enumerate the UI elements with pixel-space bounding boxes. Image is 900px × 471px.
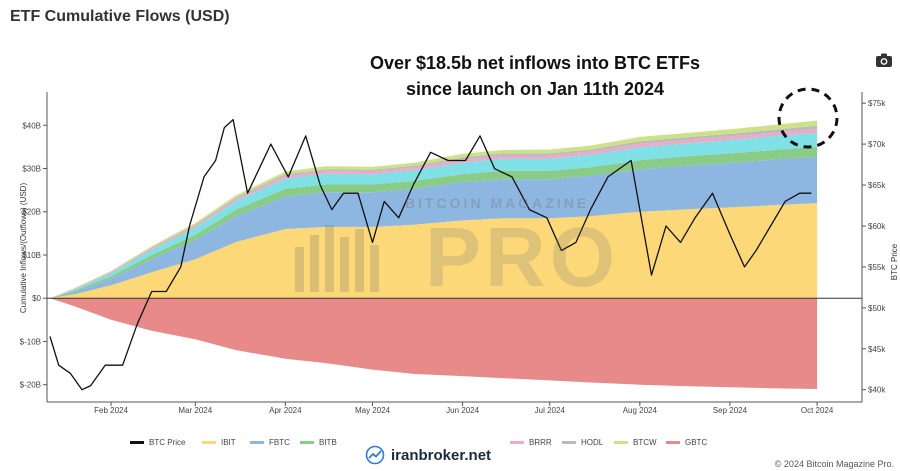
legend-item-btcw[interactable]: BTCW bbox=[614, 438, 657, 447]
right-tick-label: $65k bbox=[868, 181, 886, 190]
headline-line-1: Over $18.5b net inflows into BTC ETFs bbox=[369, 53, 701, 73]
left-tick-label: $30B bbox=[22, 165, 41, 174]
area-arkb bbox=[50, 132, 818, 299]
legend-label: BTC Price bbox=[149, 438, 186, 447]
area-ibit bbox=[50, 203, 818, 299]
legend-swatch bbox=[614, 441, 628, 444]
legend-label: FBTC bbox=[269, 438, 290, 447]
left-tick-label: $-10B bbox=[20, 337, 41, 346]
right-tick-label: $70k bbox=[868, 140, 886, 149]
x-tick-label: Jul 2024 bbox=[535, 406, 566, 415]
left-tick-label: $-20B bbox=[20, 381, 41, 390]
legend-swatch bbox=[562, 441, 576, 444]
x-tick-label: Oct 2024 bbox=[801, 406, 834, 415]
left-tick-label: $10B bbox=[22, 251, 41, 260]
legend-item-fbtc[interactable]: FBTC bbox=[250, 438, 290, 447]
legend-label: HODL bbox=[581, 438, 604, 447]
legend-swatch bbox=[202, 441, 216, 444]
legend-label: BTCW bbox=[633, 438, 657, 447]
area-layers bbox=[50, 120, 818, 389]
x-tick-label: Aug 2024 bbox=[623, 406, 658, 415]
y-right-label: BTC Price bbox=[890, 243, 899, 280]
legend-label: IBIT bbox=[221, 438, 236, 447]
x-tick-label: Jun 2024 bbox=[446, 406, 479, 415]
legend-item-btc-price[interactable]: BTC Price bbox=[130, 438, 185, 447]
axes: $-20B $-10B $0 $10B $20B $30B $40B $40k $45k $50k… bbox=[19, 92, 899, 415]
x-tick-label: Sep 2024 bbox=[713, 406, 748, 415]
chart-title: ETF Cumulative Flows (USD) bbox=[10, 8, 230, 25]
legend-item-bitb[interactable]: BITB bbox=[300, 438, 337, 447]
headline-line-2: since launch on Jan 11th 2024 bbox=[405, 79, 665, 99]
right-tick-label: $60k bbox=[868, 222, 886, 231]
camera-icon[interactable] bbox=[874, 50, 894, 70]
highlight-circle bbox=[777, 87, 839, 149]
legend-label: GBTC bbox=[685, 438, 708, 447]
right-tick-label: $55k bbox=[868, 263, 886, 272]
watermark-main: PRO bbox=[425, 210, 620, 304]
area-bitb bbox=[50, 146, 818, 299]
legend-swatch bbox=[130, 441, 144, 444]
brand-watermark: iranbroker.net bbox=[365, 445, 491, 465]
chart-legend: BTC Price IBIT FBTC BITB BRRR HODL BTCW … bbox=[130, 438, 750, 452]
legend-swatch bbox=[666, 441, 680, 444]
chart-headline: Over $18.5b net inflows into BTC ETFs si… bbox=[300, 50, 770, 102]
legend-swatch bbox=[510, 441, 524, 444]
right-tick-label: $40k bbox=[868, 386, 886, 395]
legend-label: BRRR bbox=[529, 438, 552, 447]
watermark-top: BITCOIN MAGAZINE bbox=[405, 195, 590, 211]
btc-price-layer bbox=[49, 118, 812, 391]
left-tick-label: $20B bbox=[22, 208, 41, 217]
area-fbtc bbox=[50, 156, 818, 299]
legend-item-gbtc[interactable]: GBTC bbox=[666, 438, 707, 447]
legend-item-hodl[interactable]: HODL bbox=[562, 438, 603, 447]
legend-label: BITB bbox=[319, 438, 337, 447]
watermark-logo-icon bbox=[295, 225, 379, 292]
legend-swatch bbox=[300, 441, 314, 444]
copyright-text: © 2024 Bitcoin Magazine Pro. bbox=[774, 459, 894, 469]
right-tick-label: $75k bbox=[868, 99, 886, 108]
right-tick-label: $50k bbox=[868, 304, 886, 313]
brand-text: iranbroker.net bbox=[391, 446, 492, 464]
x-tick-label: May 2024 bbox=[355, 406, 391, 415]
y-left-label: Cumulative Inflows/(Outflows) (USD) bbox=[19, 183, 28, 314]
watermark: BITCOIN MAGAZINE PRO bbox=[280, 195, 650, 305]
trend-up-icon bbox=[365, 445, 385, 465]
btc-price-line bbox=[49, 118, 812, 391]
x-tick-label: Feb 2024 bbox=[94, 406, 128, 415]
area-gbtc bbox=[50, 298, 818, 389]
left-tick-label: $0 bbox=[32, 294, 41, 303]
x-tick-label: Mar 2024 bbox=[178, 406, 212, 415]
x-tick-label: Apr 2024 bbox=[269, 406, 302, 415]
right-tick-label: $45k bbox=[868, 345, 886, 354]
legend-item-brrr[interactable]: BRRR bbox=[510, 438, 552, 447]
left-tick-label: $40B bbox=[22, 121, 41, 130]
legend-swatch bbox=[250, 441, 264, 444]
legend-item-ibit[interactable]: IBIT bbox=[202, 438, 236, 447]
